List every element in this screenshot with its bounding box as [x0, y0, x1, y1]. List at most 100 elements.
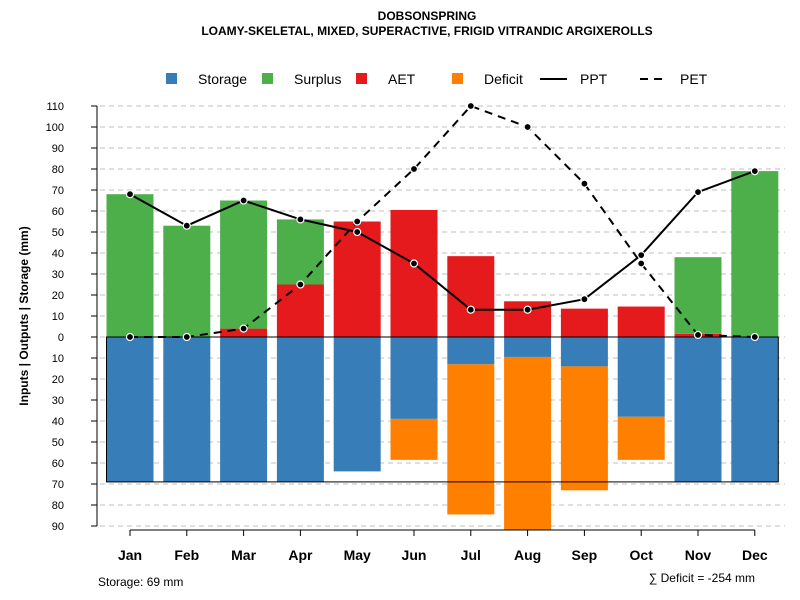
bar-storage-mar — [220, 337, 268, 482]
chart-subtitle: LOAMY-SKELETAL, MIXED, SUPERACTIVE, FRIG… — [201, 24, 652, 38]
x-tick-label-oct: Oct — [630, 547, 654, 563]
bar-surplus-nov — [674, 257, 722, 334]
storage-frame — [106, 336, 779, 483]
bar-deficit-aug — [504, 356, 552, 531]
bar-aet-may — [333, 221, 381, 337]
y-tick-label-30: 30 — [52, 269, 64, 281]
pet-point-dec — [750, 332, 759, 342]
y-tick-label-20: 20 — [52, 374, 64, 386]
y-tick-label-10: 10 — [52, 311, 64, 323]
x-axis: Jan Feb Mar Apr May Jun Jul Aug Sep Oct Nov Dec — [118, 529, 768, 563]
y-tick-label-80: 80 — [52, 500, 64, 512]
x-tick-label-nov: Nov — [685, 547, 712, 563]
bar-storage-aug — [504, 337, 552, 357]
y-tick-label-30: 30 — [52, 395, 64, 407]
bar-deficit-oct — [617, 416, 665, 460]
ppt-point-apr — [296, 215, 305, 224]
pet-point-may — [353, 217, 362, 226]
y-tick-label-70: 70 — [52, 185, 64, 197]
y-tick-label-110: 110 — [46, 101, 64, 113]
ppt-line — [129, 170, 756, 311]
legend-swatch-surplus — [262, 73, 273, 84]
pet-point-nov — [693, 330, 703, 339]
pet-point-jan — [125, 332, 135, 342]
bar-storage-feb — [163, 337, 211, 482]
legend-label-storage: Storage — [198, 71, 247, 87]
x-tick-label-jan: Jan — [118, 547, 142, 563]
pet-point-jul — [466, 101, 475, 111]
pet-point-oct — [637, 259, 646, 268]
y-axis: 9080706050403020100102030405060708090100… — [46, 101, 98, 533]
ppt-point-jan — [125, 190, 135, 199]
bar-deficit-jun — [390, 418, 438, 460]
legend-swatch-aet — [356, 73, 367, 84]
legend-label-surplus: Surplus — [294, 71, 341, 87]
ppt-point-mar — [239, 196, 248, 205]
pet-point-jun — [409, 164, 419, 174]
bar-storage-jun — [390, 337, 438, 419]
legend: Storage Surplus AET Deficit PPT PET — [166, 71, 708, 87]
pet-point-mar — [239, 324, 248, 333]
y-tick-label-70: 70 — [52, 479, 64, 491]
x-tick-label-jun: Jun — [402, 547, 427, 563]
bars — [106, 171, 779, 531]
chart-title: DOBSONSPRING — [378, 9, 477, 23]
x-tick-label-may: May — [344, 547, 371, 563]
y-axis-label: Inputs | Outputs | Storage (mm) — [17, 226, 31, 405]
bar-surplus-mar — [220, 200, 268, 329]
bar-deficit-jul — [447, 364, 495, 515]
legend-swatch-deficit — [452, 73, 463, 84]
bar-deficit-sep — [560, 366, 608, 491]
ppt-point-feb — [182, 221, 191, 230]
x-tick-label-feb: Feb — [174, 547, 199, 563]
bar-aet-oct — [617, 306, 665, 337]
series-lines — [125, 101, 759, 342]
storage-capacity-frame — [106, 336, 779, 483]
pet-line — [130, 104, 755, 338]
bar-storage-sep — [560, 337, 608, 367]
gridlines — [100, 105, 785, 527]
y-tick-label-60: 60 — [52, 206, 64, 218]
ppt-point-jul — [466, 305, 475, 314]
pet-point-sep — [580, 179, 589, 188]
y-tick-label-50: 50 — [52, 437, 64, 449]
bar-surplus-apr — [276, 219, 324, 285]
bar-aet-mar — [220, 328, 268, 337]
x-tick-label-dec: Dec — [742, 547, 768, 563]
y-tick-label-20: 20 — [52, 290, 64, 302]
y-tick-label-0: 0 — [58, 332, 64, 344]
pet-point-apr — [296, 280, 305, 289]
bar-storage-may — [333, 337, 381, 472]
x-tick-label-apr: Apr — [288, 547, 313, 563]
ppt-point-dec — [750, 167, 759, 176]
legend-label-ppt: PPT — [580, 71, 608, 87]
y-tick-label-90: 90 — [52, 521, 64, 533]
bar-storage-oct — [617, 337, 665, 417]
y-tick-label-40: 40 — [52, 416, 64, 428]
y-tick-label-40: 40 — [52, 248, 64, 260]
x-tick-label-jul: Jul — [461, 547, 481, 563]
ppt-point-may — [353, 227, 362, 237]
bar-surplus-dec — [731, 171, 779, 337]
y-tick-label-90: 90 — [52, 143, 64, 155]
pet-point-feb — [182, 332, 191, 342]
bar-aet-sep — [560, 308, 608, 337]
y-tick-label-80: 80 — [52, 164, 64, 176]
storage-footer: Storage: 69 mm — [98, 575, 183, 589]
bar-storage-dec — [731, 337, 779, 482]
y-tick-label-60: 60 — [52, 458, 64, 470]
x-tick-label-mar: Mar — [231, 547, 256, 563]
legend-label-deficit: Deficit — [484, 71, 523, 87]
deficit-footer: ∑ Deficit = -254 mm — [649, 571, 755, 585]
pet-point-aug — [523, 122, 532, 132]
bar-surplus-feb — [163, 225, 211, 337]
ppt-point-nov — [693, 188, 703, 197]
legend-label-pet: PET — [680, 71, 708, 87]
y-tick-label-100: 100 — [46, 122, 64, 134]
bar-storage-jul — [447, 337, 495, 365]
bar-aet-jun — [390, 209, 438, 337]
bar-surplus-jan — [106, 194, 154, 337]
bar-storage-jan — [106, 337, 154, 482]
ppt-point-oct — [637, 251, 646, 260]
